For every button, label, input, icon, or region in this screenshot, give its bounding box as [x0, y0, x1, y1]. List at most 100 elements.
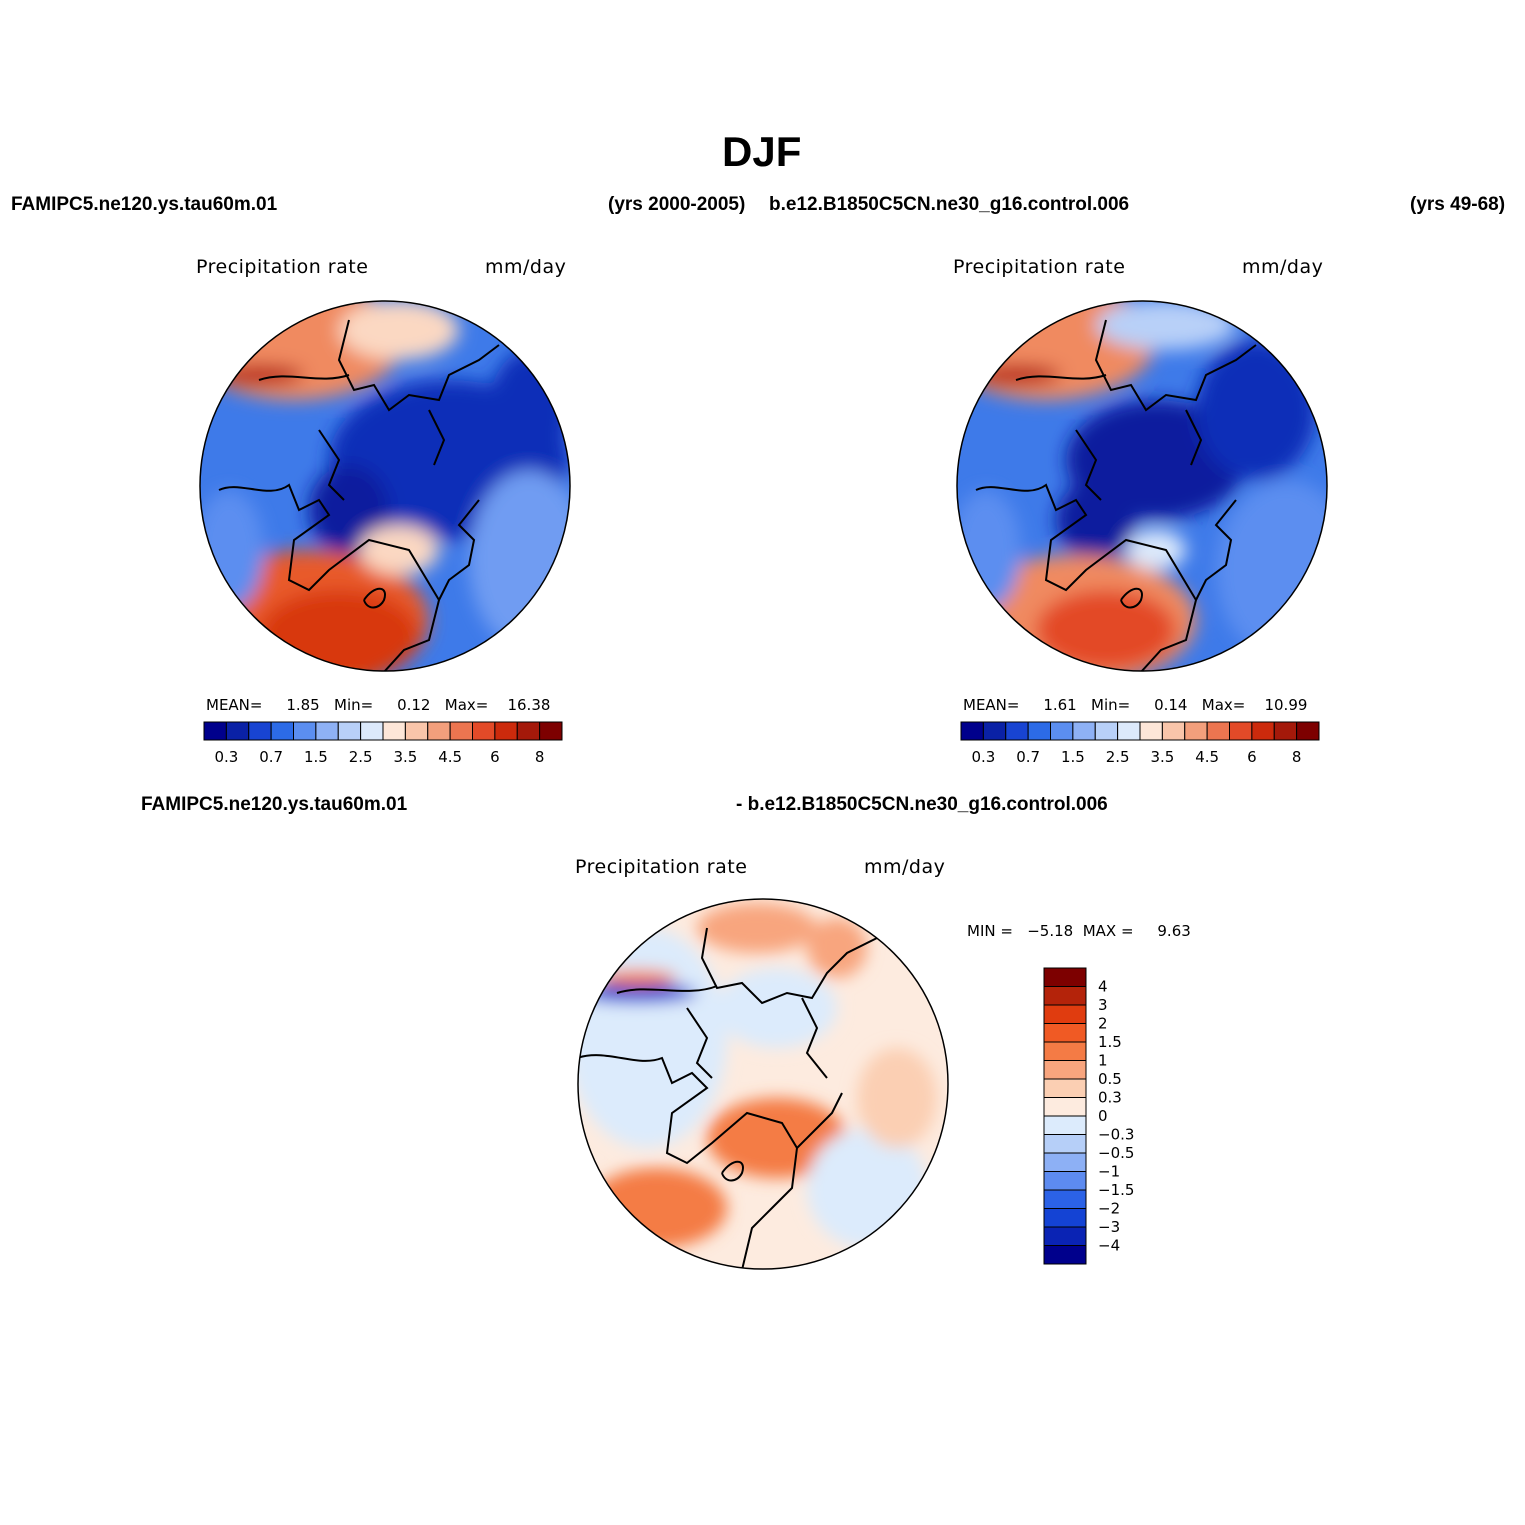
- top-left-case: FAMIPC5.ne120.ys.tau60m.01: [11, 194, 278, 215]
- top-right-case: b.e12.B1850C5CN.ne30_g16.control.006: [769, 194, 1130, 215]
- diff-colorbar-tick-label: 4: [1098, 978, 1108, 996]
- top-right-years: (yrs 49-68): [1410, 194, 1506, 215]
- top-right-colorbar-tick-label: 0.3: [971, 748, 995, 766]
- diff-colorbar-swatch-1: [1043, 986, 1087, 1006]
- top-left-units: mm/day: [485, 256, 567, 278]
- diff-units: mm/day: [864, 856, 946, 878]
- top-right-variable: Precipitation rate: [953, 256, 1126, 278]
- diff-colorbar-swatch-5: [1043, 1060, 1087, 1080]
- top-left-colorbar-swatch-9: [404, 721, 429, 741]
- top-left-colorbar: 0.3 0.7 1.5 2.5 3.5 4.5 6 8: [203, 721, 563, 766]
- diff-colorbar-tick-label: 0.5: [1098, 1070, 1122, 1088]
- top-right-colorbar: 0.3 0.7 1.5 2.5 3.5 4.5 6 8: [960, 721, 1320, 766]
- top-right-colorbar-swatch-9: [1161, 721, 1186, 741]
- diff-colorbar-swatch-6: [1043, 1078, 1087, 1098]
- diff-colorbar-swatch-4: [1043, 1041, 1087, 1061]
- top-right-colorbar-swatch-8: [1139, 721, 1163, 741]
- top-left-colorbar-swatch-15: [539, 721, 563, 741]
- top-right-colorbar-swatch-0: [960, 721, 984, 741]
- diff-colorbar-tick-label: −3: [1098, 1218, 1120, 1236]
- diff-colorbar-tick-label: −1: [1098, 1163, 1120, 1181]
- top-right-colorbar-swatch-3: [1027, 721, 1051, 741]
- max-label: Max=: [444, 696, 489, 714]
- diff-colorbar-swatch-8: [1043, 1115, 1087, 1135]
- diff-colorbar-tick-label: 3: [1098, 996, 1108, 1014]
- top-right-colorbar-swatch-7: [1117, 721, 1141, 741]
- top-right-colorbar-swatch-13: [1251, 721, 1275, 741]
- min-value: 0.12: [397, 696, 431, 714]
- top-right-colorbar-swatch-1: [982, 721, 1007, 741]
- diff-colorbar-tick-label: −2: [1098, 1200, 1120, 1218]
- diff-colorbar-tick-label: 1.5: [1098, 1033, 1122, 1051]
- top-left-colorbar-swatch-1: [225, 721, 250, 741]
- top-right-colorbar-swatch-12: [1229, 721, 1253, 741]
- top-left-years: (yrs 2000-2005): [608, 194, 746, 215]
- diff-colorbar-tick-label: −1.5: [1098, 1181, 1134, 1199]
- min-label: Min=: [334, 696, 374, 714]
- figure-title: DJF: [722, 128, 802, 175]
- min-value: 0.14: [1154, 696, 1188, 714]
- diff-colorbar-swatch-10: [1043, 1152, 1087, 1172]
- top-left-colorbar-swatch-6: [337, 721, 362, 741]
- top-right-colorbar-swatch-4: [1050, 721, 1074, 741]
- top-left-colorbar-swatch-0: [203, 721, 227, 741]
- top-left-colorbar-tick-label: 0.3: [214, 748, 238, 766]
- top-right-polar-map: [956, 300, 1328, 672]
- top-left-colorbar-swatch-10: [427, 721, 451, 741]
- diff-case-b: - b.e12.B1850C5CN.ne30_g16.control.006: [736, 794, 1108, 815]
- top-left-colorbar-swatch-2: [248, 721, 272, 741]
- diff-colorbar-tick-label: 0.3: [1098, 1089, 1122, 1107]
- diff-colorbar-swatch-2: [1043, 1004, 1087, 1024]
- diff-colorbar-swatch-3: [1043, 1023, 1087, 1043]
- top-left-colorbar-swatch-5: [315, 721, 339, 741]
- top-right-colorbar-tick-label: 8: [1292, 748, 1302, 766]
- top-left-colorbar-tick-label: 3.5: [393, 748, 417, 766]
- mean-value: 1.85: [286, 696, 320, 714]
- mean-label: MEAN=: [963, 696, 1020, 714]
- diff-colorbar-swatch-12: [1043, 1189, 1087, 1209]
- top-right-colorbar-tick-label: 0.7: [1016, 748, 1040, 766]
- min-label: Min=: [1091, 696, 1131, 714]
- max-value: 16.38: [507, 696, 551, 714]
- top-right-colorbar-swatch-14: [1273, 721, 1298, 741]
- top-right-colorbar-swatch-15: [1296, 721, 1320, 741]
- top-right-units: mm/day: [1242, 256, 1324, 278]
- diff-colorbar-swatch-11: [1043, 1171, 1087, 1191]
- mean-label: MEAN=: [206, 696, 263, 714]
- diff-colorbar-swatch-0: [1043, 967, 1087, 987]
- top-left-colorbar-swatch-3: [270, 721, 294, 741]
- top-right-colorbar-swatch-5: [1072, 721, 1096, 741]
- diff-colorbar-tick-label: 1: [1098, 1052, 1108, 1070]
- top-left-colorbar-tick-label: 2.5: [349, 748, 373, 766]
- top-left-colorbar-swatch-14: [516, 721, 541, 741]
- diff-case-a: FAMIPC5.ne120.ys.tau60m.01: [141, 794, 408, 815]
- top-left-colorbar-swatch-7: [360, 721, 384, 741]
- diff-colorbar-tick-label: −0.3: [1098, 1126, 1134, 1144]
- top-right-colorbar-tick-label: 2.5: [1106, 748, 1130, 766]
- top-right-colorbar-swatch-2: [1005, 721, 1029, 741]
- diff-colorbar-tick-label: 0: [1098, 1107, 1108, 1125]
- top-left-colorbar-tick-label: 0.7: [259, 748, 283, 766]
- diff-variable: Precipitation rate: [575, 856, 748, 878]
- top-left-colorbar-tick-label: 6: [490, 748, 500, 766]
- top-left-colorbar-swatch-8: [382, 721, 406, 741]
- top-right-colorbar-tick-label: 4.5: [1195, 748, 1219, 766]
- max-label: Max=: [1201, 696, 1246, 714]
- diff-colorbar-swatch-9: [1043, 1134, 1087, 1154]
- diff-colorbar-tick-label: −0.5: [1098, 1144, 1134, 1162]
- top-left-colorbar-tick-label: 4.5: [438, 748, 462, 766]
- top-left-variable: Precipitation rate: [196, 256, 369, 278]
- top-right-colorbar-tick-label: 1.5: [1061, 748, 1085, 766]
- top-right-stats: MEAN= 1.61 Min= 0.14 Max= 10.99: [963, 696, 1307, 714]
- top-right-colorbar-swatch-11: [1206, 721, 1230, 741]
- top-left-colorbar-tick-label: 1.5: [304, 748, 328, 766]
- top-left-colorbar-swatch-12: [472, 721, 496, 741]
- top-right-colorbar-tick-label: 6: [1247, 748, 1257, 766]
- top-left-polar-map: [199, 300, 571, 672]
- difference-polar-map: [577, 898, 949, 1270]
- top-left-colorbar-swatch-11: [449, 721, 473, 741]
- diff-min-max: MIN = −5.18 MAX = 9.63: [967, 922, 1191, 940]
- top-right-colorbar-swatch-10: [1184, 721, 1208, 741]
- max-value: 10.99: [1264, 696, 1308, 714]
